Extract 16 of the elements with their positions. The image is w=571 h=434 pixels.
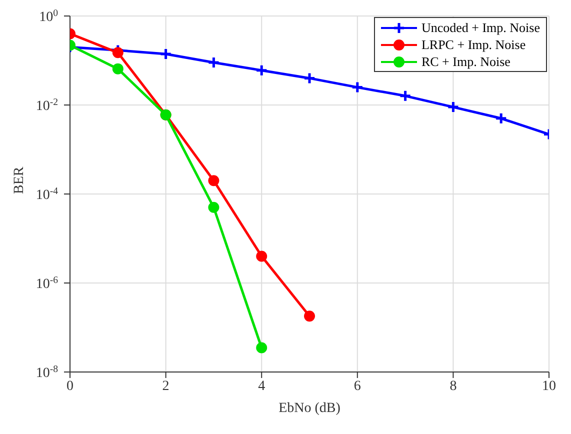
x-tick-label: 8 — [450, 378, 457, 394]
x-tick-label: 10 — [542, 378, 556, 394]
y-tick-label: 10$^{0}$ — [39, 8, 58, 25]
x-tick-label: 6 — [354, 378, 361, 394]
legend-label: LRPC + Imp. Noise — [421, 36, 526, 53]
y-tick-label: 10$^{-4}$ — [36, 186, 58, 203]
x-axis-title: EbNo (dB) — [278, 401, 341, 416]
x-tick-label: 4 — [258, 378, 266, 394]
y-tick-label: 10$^{-6}$ — [36, 274, 58, 292]
x-tick-label: 0 — [66, 378, 74, 394]
y-tick-label: 10$^{-2}$ — [36, 96, 58, 114]
x-tick-label: 2 — [162, 378, 170, 394]
y-axis-title: BER — [12, 166, 27, 194]
y-tick-label: 10$^{-8}$ — [36, 364, 58, 381]
legend-label: RC + Imp. Noise — [421, 53, 510, 70]
legend-label: Uncoded + Imp. Noise — [421, 19, 540, 36]
